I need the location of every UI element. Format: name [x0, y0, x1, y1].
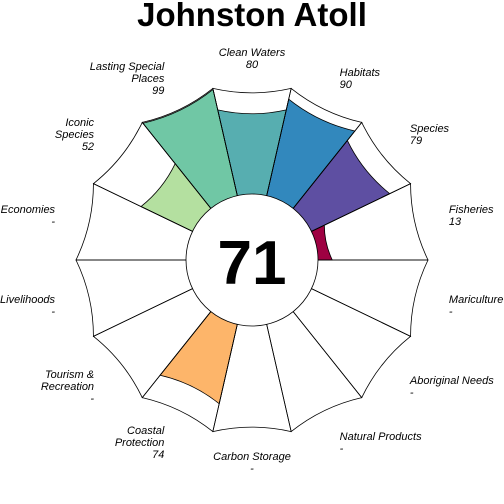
name-coastal-protection: Coastal	[127, 425, 165, 437]
petal-outline-livelihoods	[75, 259, 193, 338]
name-lasting-special-places: Lasting Special	[90, 61, 165, 73]
score-lasting-special-places: 99	[152, 85, 164, 97]
label-carbon-storage: Carbon Storage -	[213, 451, 291, 475]
label-habitats: Habitats 90	[340, 67, 381, 91]
score-economies: -	[51, 216, 55, 228]
label-mariculture: Mariculture -	[449, 294, 503, 318]
score-livelihoods: -	[51, 306, 55, 318]
score-tourism-recreation: -	[90, 393, 94, 405]
petal-outline-natural-products	[266, 311, 363, 433]
score-aboriginal-needs: -	[410, 387, 414, 399]
name-coastal-protection: Protection	[115, 437, 165, 449]
name-livelihoods: Livelihoods	[0, 294, 56, 306]
label-tourism-recreation: Tourism & Recreation -	[41, 369, 95, 405]
name-mariculture: Mariculture	[449, 294, 503, 306]
petal-outline-aboriginal-needs	[292, 288, 412, 399]
score-iconic-species: 52	[82, 141, 94, 153]
name-habitats: Habitats	[340, 67, 381, 79]
name-economies: Economies	[1, 204, 56, 216]
name-iconic-species: Species	[55, 129, 95, 141]
score-coastal-protection: 74	[152, 449, 164, 461]
score-natural-products: -	[340, 443, 344, 455]
label-fisheries: Fisheries 13	[449, 204, 494, 228]
score-carbon-storage: -	[250, 463, 254, 475]
name-fisheries: Fisheries	[449, 204, 494, 216]
score-species: 79	[410, 135, 422, 147]
petal-coastal-protection	[159, 311, 238, 405]
petal-outline-mariculture	[311, 259, 429, 338]
name-iconic-species: Iconic	[65, 117, 94, 129]
label-aboriginal-needs: Aboriginal Needs -	[409, 375, 494, 399]
name-natural-products: Natural Products	[340, 431, 422, 443]
label-economies: Economies -	[1, 204, 56, 228]
name-aboriginal-needs: Aboriginal Needs	[409, 375, 494, 387]
name-lasting-special-places: Places	[131, 73, 165, 85]
score-fisheries: 13	[449, 216, 462, 228]
label-natural-products: Natural Products -	[340, 431, 422, 455]
label-species: Species 79	[410, 123, 450, 147]
label-coastal-protection: Coastal Protection 74	[115, 425, 165, 461]
name-species: Species	[410, 123, 450, 135]
center-circle	[185, 193, 319, 327]
name-tourism-recreation: Tourism &	[45, 369, 94, 381]
label-iconic-species: Iconic Species 52	[55, 117, 95, 153]
name-tourism-recreation: Recreation	[41, 381, 94, 393]
label-clean-waters: Clean Waters 80	[219, 47, 286, 71]
name-carbon-storage: Carbon Storage	[213, 451, 291, 463]
overall-score: 71	[218, 229, 287, 298]
score-habitats: 90	[340, 79, 353, 91]
name-clean-waters: Clean Waters	[219, 47, 286, 59]
score-clean-waters: 80	[246, 59, 259, 71]
score-mariculture: -	[449, 306, 453, 318]
label-lasting-special-places: Lasting Special Places 99	[90, 61, 165, 97]
chart-title: Johnston Atoll	[137, 0, 367, 33]
label-livelihoods: Livelihoods -	[0, 294, 56, 318]
